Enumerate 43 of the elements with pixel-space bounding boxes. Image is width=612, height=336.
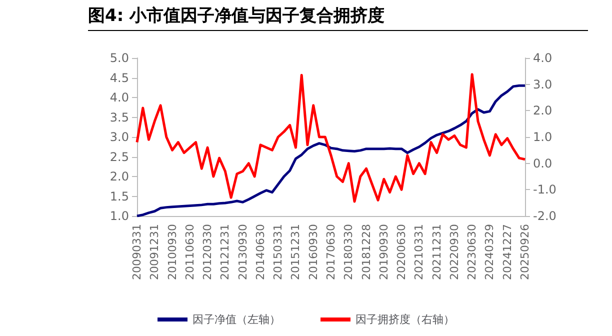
y-tick-label: 3.0 — [110, 130, 129, 144]
x-tick-label: 20170630 — [324, 224, 338, 280]
y2-tick-label: 2.0 — [533, 104, 552, 118]
x-tick-label: 20241227 — [500, 224, 514, 280]
y-tick-label: 1.0 — [110, 209, 129, 223]
x-tick-label: 20211231 — [430, 224, 444, 280]
x-tick-label: 20190930 — [377, 224, 390, 280]
y-tick-label: 3.5 — [110, 110, 129, 124]
x-tick-label: 20140630 — [254, 224, 267, 280]
legend-label: 因子拥挤度（右轴） — [356, 313, 454, 326]
line-series — [136, 73, 526, 203]
x-tick-label: 20210331 — [412, 224, 426, 280]
y2-tick-label: -2.0 — [533, 209, 556, 223]
y-tick-label: 5.0 — [110, 51, 129, 65]
y-tick-label: 1.5 — [110, 189, 129, 204]
y2-tick-label: -1.0 — [533, 182, 556, 197]
x-tick-label: 20240329 — [483, 224, 496, 280]
x-tick-label: 20091231 — [148, 224, 162, 280]
x-tick-label: 20230630 — [466, 224, 479, 280]
y2-tick-label: 1.0 — [533, 130, 552, 144]
x-tick-label: 20090331 — [130, 224, 144, 280]
x-tick-label: 20181228 — [360, 224, 373, 280]
x-tick-label: 20160930 — [306, 224, 320, 280]
y-tick-label: 4.5 — [110, 70, 129, 85]
y-tick-label: 2.5 — [110, 150, 129, 164]
x-tick-label: 20220930 — [448, 224, 461, 280]
x-tick-label: 20121231 — [218, 224, 232, 280]
y-tick-label: 4.0 — [110, 90, 129, 104]
x-tick-label: 20180330 — [342, 224, 356, 280]
x-tick-label: 20120330 — [201, 224, 214, 280]
y2-tick-label: 3.0 — [533, 77, 552, 92]
x-tick-label: 20151231 — [289, 224, 302, 280]
y2-tick-label: 0.0 — [533, 156, 552, 170]
x-tick-label: 20100930 — [166, 224, 179, 280]
x-tick-label: 20200630 — [395, 224, 408, 280]
x-tick-label: 20150331 — [272, 224, 285, 280]
chart-title: 图4: 小市值因子净值与因子复合拥挤度 — [88, 4, 588, 31]
x-tick-label: 20250926 — [518, 224, 532, 280]
x-tick-label: 20110630 — [183, 224, 196, 280]
legend-label: 因子净值（左轴） — [192, 313, 280, 326]
y-tick-label: 2.0 — [110, 170, 129, 184]
y2-tick-label: 4.0 — [533, 51, 552, 65]
x-tick-label: 20130930 — [236, 224, 250, 280]
